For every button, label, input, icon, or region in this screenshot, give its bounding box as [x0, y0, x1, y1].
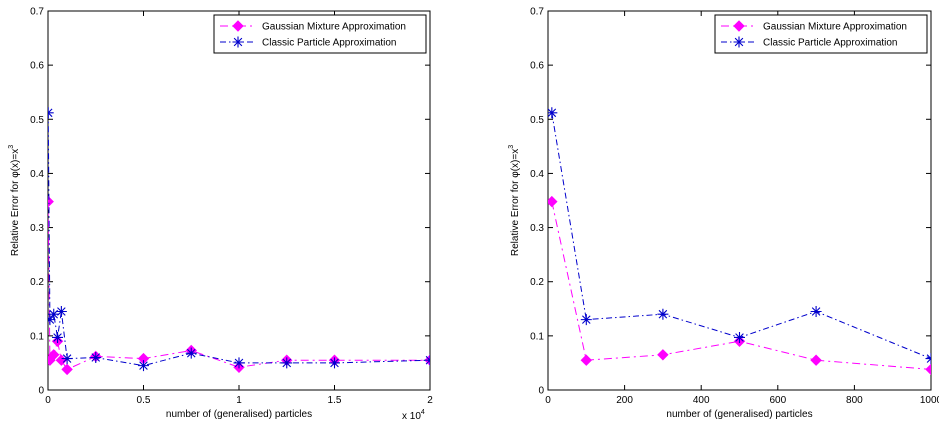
y-tick-label: 0.3 — [30, 223, 44, 234]
legend-entry: Classic Particle Approximation — [721, 36, 898, 49]
data-point — [48, 107, 54, 119]
y-axis-label: Relative Error for φ(x)=x3 — [508, 145, 521, 256]
data-point — [48, 349, 60, 361]
data-point — [55, 305, 67, 317]
x-axis-multiplier-base: x 10 — [402, 411, 421, 422]
legend-label: Classic Particle Approximation — [262, 38, 397, 49]
data-point — [734, 331, 745, 343]
data-point — [657, 349, 669, 361]
x-tick-label: 200 — [616, 395, 633, 406]
legend-marker — [733, 36, 745, 48]
data-point — [281, 357, 293, 369]
y-axis-label-exponent: 3 — [508, 145, 515, 149]
y-axis-label-text: Relative Error for φ(x)=x — [10, 149, 21, 256]
y-tick-label: 0.7 — [30, 7, 44, 18]
legend-box — [714, 14, 928, 54]
plot-area — [47, 10, 431, 391]
legend-marker — [232, 36, 244, 48]
data-point — [925, 363, 931, 376]
x-axis-label: number of (generalised) particles — [666, 409, 812, 420]
y-tick-label: 0.1 — [30, 331, 44, 342]
data-point — [548, 107, 558, 119]
y-tick-label: 0.4 — [530, 169, 544, 180]
y-tick-label: 0 — [38, 386, 44, 397]
x-tick-label: 0.5 — [137, 395, 151, 406]
x-axis-multiplier: x 104 — [402, 409, 425, 422]
data-point — [424, 354, 430, 366]
y-tick-label: 0.2 — [530, 277, 544, 288]
y-tick-label: 0.6 — [530, 61, 544, 72]
data-point — [90, 352, 102, 364]
x-tick-label: 0 — [545, 395, 551, 406]
data-point — [329, 357, 340, 369]
y-axis-label-exponent: 3 — [8, 145, 15, 149]
legend-box — [213, 14, 427, 54]
legend: Gaussian Mixture Approximation Classic Pa… — [714, 14, 928, 54]
data-point — [61, 363, 73, 376]
data-point — [657, 308, 669, 320]
series-gaussian-mixture — [548, 195, 931, 376]
legend: Gaussian Mixture Approximation Classic Pa… — [213, 14, 427, 54]
legend-label: Gaussian Mixture Approximation — [262, 22, 406, 33]
data-point — [580, 314, 592, 326]
chart-2: 0 0.1 0.2 0.3 0.4 0.5 0.6 0.7 0 200 400 600 800 1000 n… — [508, 7, 939, 421]
data-point — [48, 314, 56, 326]
legend-marker — [232, 20, 244, 32]
legend-entry: Gaussian Mixture Approximation — [220, 20, 406, 33]
x-tick-label: 2 — [427, 395, 433, 406]
data-point — [52, 331, 64, 343]
y-axis-label: Relative Error for φ(x)=x3 — [8, 145, 21, 256]
y-tick-label: 0.7 — [530, 7, 544, 18]
y-tick-label: 0.2 — [30, 277, 44, 288]
legend-marker — [733, 20, 745, 32]
y-axis-label-text: Relative Error for φ(x)=x — [510, 149, 521, 256]
data-point — [810, 354, 822, 366]
x-tick-label: 1000 — [920, 395, 939, 406]
legend-entry: Classic Particle Approximation — [220, 36, 397, 49]
series-classic-particle — [548, 107, 931, 365]
legend-label: Classic Particle Approximation — [763, 38, 898, 49]
y-tick-label: 0.1 — [530, 331, 544, 342]
data-point — [810, 305, 822, 317]
y-tick-label: 0.3 — [530, 223, 544, 234]
x-axis-label: number of (generalised) particles — [166, 409, 312, 420]
y-tick-label: 0 — [538, 386, 544, 397]
data-point — [185, 347, 197, 359]
x-tick-label: 1 — [236, 395, 242, 406]
legend-entry: Gaussian Mixture Approximation — [721, 20, 907, 33]
x-axis-multiplier-power: 4 — [421, 409, 425, 416]
data-point — [233, 357, 245, 369]
y-tick-label: 0.6 — [30, 61, 44, 72]
x-tick-label: 600 — [769, 395, 786, 406]
plot-area — [547, 10, 932, 391]
chart-1: 0 0.1 0.2 0.3 0.4 0.5 0.6 0.7 0 0.5 1 1.5 2 number of… — [8, 7, 433, 423]
series-line — [551, 201, 931, 370]
data-point — [548, 195, 558, 208]
data-point — [138, 360, 149, 372]
series-classic-particle — [48, 107, 430, 372]
data-point — [580, 354, 593, 366]
x-tick-label: 0 — [45, 395, 51, 406]
series-line — [551, 112, 931, 360]
data-point — [48, 308, 60, 320]
y-tick-label: 0.5 — [530, 115, 544, 126]
data-point — [925, 353, 931, 365]
data-point — [61, 353, 73, 365]
x-tick-label: 800 — [846, 395, 863, 406]
legend-label: Gaussian Mixture Approximation — [763, 22, 907, 33]
x-tick-label: 1.5 — [328, 395, 342, 406]
y-tick-label: 0.5 — [30, 115, 44, 126]
y-tick-label: 0.4 — [30, 169, 44, 180]
x-tick-label: 400 — [693, 395, 710, 406]
